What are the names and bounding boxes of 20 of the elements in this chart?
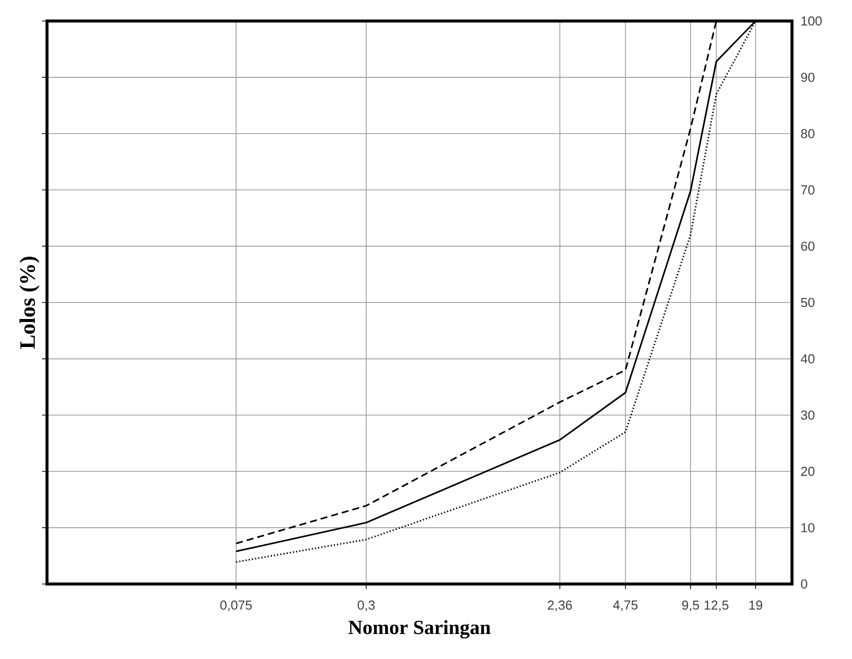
y-tick-label: 60: [801, 242, 814, 251]
y-tick-label: 90: [801, 72, 814, 82]
y-tick-label: 80: [801, 128, 814, 138]
y-tick-label: 70: [801, 185, 814, 194]
x-axis-title: Nomor Saringan: [348, 620, 491, 638]
y-tick-label: 40: [800, 354, 814, 364]
y-tick-label: 20: [801, 466, 814, 476]
x-tick-label: 12,5: [704, 600, 728, 612]
x-tick-label: 9,5: [682, 600, 700, 612]
y-tick-label: 50: [801, 298, 814, 308]
x-tick-label: 0,075: [220, 600, 252, 612]
y-axis-title: Lolos (%): [20, 256, 40, 349]
x-tick-label: 4,75: [613, 600, 638, 612]
x-tick-label: 2,36: [548, 600, 572, 612]
y-tick-label: 10: [801, 523, 814, 532]
y-tick-label: 0: [800, 579, 808, 589]
y-tick-label: 100: [801, 16, 822, 26]
y-tick-label: 30: [800, 410, 814, 420]
x-tick-label: 19: [749, 600, 762, 610]
x-tick-label: 0,3: [358, 600, 375, 612]
